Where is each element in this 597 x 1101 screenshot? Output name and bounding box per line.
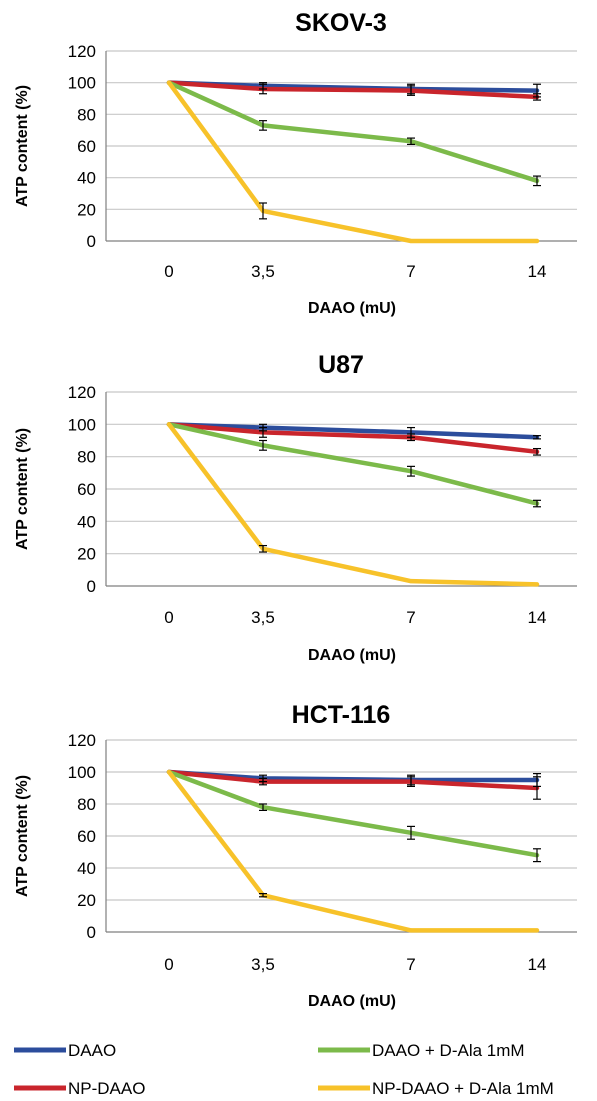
x-tick-label: 0 bbox=[164, 955, 173, 974]
x-axis-title: DAAO (mU) bbox=[308, 647, 396, 664]
x-tick-label: 14 bbox=[528, 262, 547, 281]
x-tick-label: 3,5 bbox=[251, 262, 275, 281]
y-tick-label: 60 bbox=[77, 137, 96, 156]
y-tick-label: 100 bbox=[68, 763, 96, 782]
y-axis-title: ATP content (%) bbox=[14, 775, 31, 897]
y-axis-title: ATP content (%) bbox=[14, 85, 31, 207]
series-line-daao-d-ala-1mm bbox=[166, 80, 540, 184]
legend-label: NP-DAAO bbox=[68, 1079, 145, 1098]
y-tick-label: 120 bbox=[68, 383, 96, 402]
chart-title: HCT-116 bbox=[292, 701, 391, 729]
x-axis-title: DAAO (mU) bbox=[308, 300, 396, 317]
x-axis-title: DAAO (mU) bbox=[308, 993, 396, 1010]
y-tick-label: 40 bbox=[77, 859, 96, 878]
y-tick-label: 100 bbox=[68, 415, 96, 434]
legend: DAAO DAAO + D-Ala 1mM NP-DAAO NP-DAAO + D-A… bbox=[14, 1041, 554, 1098]
x-tick-label: 7 bbox=[406, 608, 415, 627]
chart-title: U87 bbox=[318, 351, 364, 379]
y-tick-label: 20 bbox=[77, 200, 96, 219]
y-tick-label: 80 bbox=[77, 448, 96, 467]
chart-title: SKOV-3 bbox=[295, 9, 387, 37]
legend-label: DAAO + D-Ala 1mM bbox=[372, 1041, 525, 1060]
x-tick-label: 14 bbox=[528, 955, 547, 974]
y-tick-label: 0 bbox=[87, 923, 96, 942]
y-tick-label: 120 bbox=[68, 42, 96, 61]
y-tick-label: 40 bbox=[77, 512, 96, 531]
legend-label: NP-DAAO + D-Ala 1mM bbox=[372, 1079, 554, 1098]
y-axis-title: ATP content (%) bbox=[14, 428, 31, 550]
y-tick-label: 40 bbox=[77, 169, 96, 188]
y-tick-label: 0 bbox=[87, 577, 96, 596]
x-tick-label: 7 bbox=[406, 955, 415, 974]
x-tick-label: 7 bbox=[406, 262, 415, 281]
x-tick-label: 14 bbox=[528, 608, 547, 627]
y-tick-label: 20 bbox=[77, 545, 96, 564]
x-tick-label: 3,5 bbox=[251, 608, 275, 627]
y-tick-label: 20 bbox=[77, 891, 96, 910]
x-tick-label: 0 bbox=[164, 262, 173, 281]
series-line-np-daao-d-ala-1mm bbox=[166, 80, 540, 244]
series-line-daao-d-ala-1mm bbox=[166, 422, 540, 506]
series-line-np-daao-d-ala-1mm bbox=[166, 769, 540, 933]
y-tick-label: 80 bbox=[77, 795, 96, 814]
y-tick-label: 60 bbox=[77, 480, 96, 499]
chart-panel-1: SKOV-3 0 20 40 60 80 100 120 0 3,5 7 14 DAAO (mU) ATP… bbox=[14, 9, 577, 317]
series-line-daao-d-ala-1mm bbox=[166, 769, 540, 858]
x-tick-label: 0 bbox=[164, 608, 173, 627]
y-tick-label: 80 bbox=[77, 105, 96, 124]
y-tick-label: 100 bbox=[68, 74, 96, 93]
chart-panel-3: HCT-116 0 20 40 60 80 100 120 0 3,5 7 14 DAAO (mU) AT… bbox=[14, 701, 577, 1010]
chart-panel-2: U87 0 20 40 60 80 100 120 0 3,5 7 14 DAAO (mU) ATP co… bbox=[14, 351, 577, 664]
x-tick-label: 3,5 bbox=[251, 955, 275, 974]
series-line-np-daao bbox=[166, 80, 540, 100]
series-line-np-daao bbox=[166, 422, 540, 455]
y-tick-label: 120 bbox=[68, 731, 96, 750]
series-line-np-daao bbox=[166, 769, 540, 791]
y-tick-label: 60 bbox=[77, 827, 96, 846]
series-line-daao bbox=[166, 422, 540, 440]
legend-label: DAAO bbox=[68, 1041, 116, 1060]
series-line-np-daao-d-ala-1mm bbox=[166, 422, 540, 587]
y-tick-label: 0 bbox=[87, 232, 96, 251]
